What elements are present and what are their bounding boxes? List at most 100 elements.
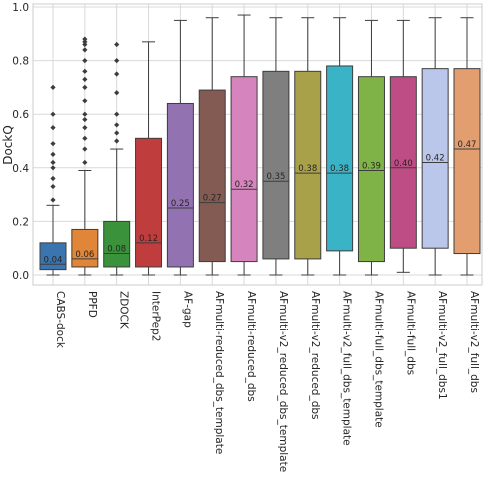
x-tick-label: ZDOCK — [118, 291, 130, 330]
outlier-point — [82, 36, 88, 42]
outlier-point — [82, 76, 88, 82]
outlier-point — [50, 165, 56, 171]
outlier-point — [114, 138, 120, 144]
outlier-point — [50, 183, 56, 190]
box-group: 0.38 — [294, 17, 322, 276]
outlier-point — [82, 116, 88, 123]
y-tick-label: 0.6 — [12, 109, 29, 121]
outlier-point — [50, 84, 56, 90]
median-label: 0.32 — [235, 180, 254, 190]
box — [294, 70, 322, 260]
x-tick-label: AFmulti-v2_full_dbs_template — [341, 291, 353, 446]
outlier-point — [82, 41, 88, 48]
plot-frame — [32, 3, 483, 286]
outlier-point — [82, 58, 88, 64]
box — [71, 228, 99, 268]
outlier-point — [82, 146, 88, 152]
median-label: 0.04 — [44, 255, 63, 265]
median-label: 0.38 — [330, 164, 349, 174]
outlier-point — [50, 159, 56, 166]
y-tick-label: 0.0 — [12, 270, 29, 282]
median-label: 0.40 — [394, 159, 413, 169]
box-group: 0.04 — [39, 84, 67, 276]
y-axis-label: DockQ — [1, 125, 15, 165]
x-tick-label: AFmulti-reduced_dbs_template — [213, 291, 225, 454]
y-tick-labels: 0.0 0.2 0.4 0.6 0.8 1.0 — [12, 2, 29, 282]
box-group: 0.47 — [453, 17, 481, 276]
box-group: 0.32 — [230, 14, 258, 276]
median-label: 0.42 — [426, 153, 445, 163]
outlier-point — [82, 68, 88, 74]
boxes: 0.04 0.06 0.08 0.12 0.25 0.27 0.32 0.35 0.38 0.38… — [39, 14, 481, 276]
median-label: 0.39 — [362, 161, 381, 171]
x-tick-label: AF-gap — [181, 291, 193, 328]
outlier-point — [114, 90, 120, 96]
x-tick-label: CABS-dock — [54, 291, 66, 349]
box-group: 0.42 — [421, 17, 449, 276]
x-tick-label: AFmulti-v2_full_dbs1 — [436, 291, 448, 400]
box — [389, 76, 417, 249]
median-label: 0.08 — [107, 245, 126, 255]
box — [135, 137, 163, 268]
outlier-point — [82, 98, 88, 104]
box-group: 0.06 — [71, 36, 99, 276]
box — [421, 68, 449, 249]
box — [166, 102, 194, 268]
x-tick-label: AFmulti-full_dbs_template — [372, 291, 384, 428]
median-label: 0.12 — [139, 234, 158, 244]
y-tick-label: 1.0 — [12, 2, 29, 14]
box-group: 0.27 — [198, 17, 226, 276]
y-tick-label: 0.2 — [12, 216, 29, 228]
median-label: 0.47 — [458, 140, 477, 150]
box — [39, 242, 67, 271]
median-label: 0.06 — [75, 250, 94, 260]
y-tick-label: 0.8 — [12, 56, 29, 68]
x-tick-label: InterPep2 — [150, 291, 162, 341]
outlier-point — [82, 111, 88, 117]
x-tick-labels: CABS-dock PPFD ZDOCK InterPep2 AF-gap AFmulti… — [54, 291, 480, 472]
outlier-point — [114, 122, 120, 128]
box — [357, 76, 385, 263]
outlier-point — [114, 41, 120, 48]
x-tick-label: PPFD — [86, 291, 98, 318]
x-tick-label: AFmulti-full_dbs — [404, 291, 416, 375]
box — [230, 76, 258, 263]
median-label: 0.25 — [171, 199, 190, 209]
y-tick-label: 0.4 — [12, 163, 29, 175]
box — [262, 70, 290, 260]
x-tick-label: AFmulti-v2_reduced_dbs_template — [277, 291, 289, 472]
outlier-point — [114, 58, 120, 64]
box-group: 0.08 — [103, 41, 131, 276]
outlier-point — [114, 71, 120, 77]
box-group: 0.25 — [166, 19, 194, 276]
outlier-point — [50, 151, 56, 157]
outlier-point — [82, 125, 88, 131]
outlier-point — [82, 135, 88, 141]
outlier-point — [50, 197, 56, 203]
median-label: 0.27 — [203, 194, 222, 204]
median-label: 0.38 — [298, 164, 317, 174]
outlier-point — [114, 130, 120, 136]
box — [103, 220, 131, 268]
x-tick-label: AFmulti-v2_full_dbs — [468, 291, 480, 393]
box-group: 0.35 — [262, 17, 290, 276]
median-label: 0.35 — [266, 172, 285, 182]
box — [326, 65, 354, 252]
x-tick-label: AFmulti-reduced_dbs — [245, 291, 257, 402]
outlier-point — [82, 47, 88, 53]
outlier-point — [82, 159, 88, 166]
box-group: 0.38 — [326, 17, 354, 276]
outlier-point — [82, 39, 88, 45]
box-group: 0.40 — [389, 19, 417, 273]
outlier-point — [50, 111, 56, 117]
box — [198, 89, 226, 263]
box — [453, 68, 481, 255]
box-group: 0.39 — [357, 19, 385, 276]
outlier-point — [114, 111, 120, 117]
outlier-point — [50, 125, 56, 131]
outlier-point — [82, 84, 88, 90]
x-tick-label: AFmulti-v2_reduced_dbs — [309, 291, 321, 420]
box-group: 0.12 — [135, 41, 163, 276]
outlier-point — [50, 175, 56, 182]
